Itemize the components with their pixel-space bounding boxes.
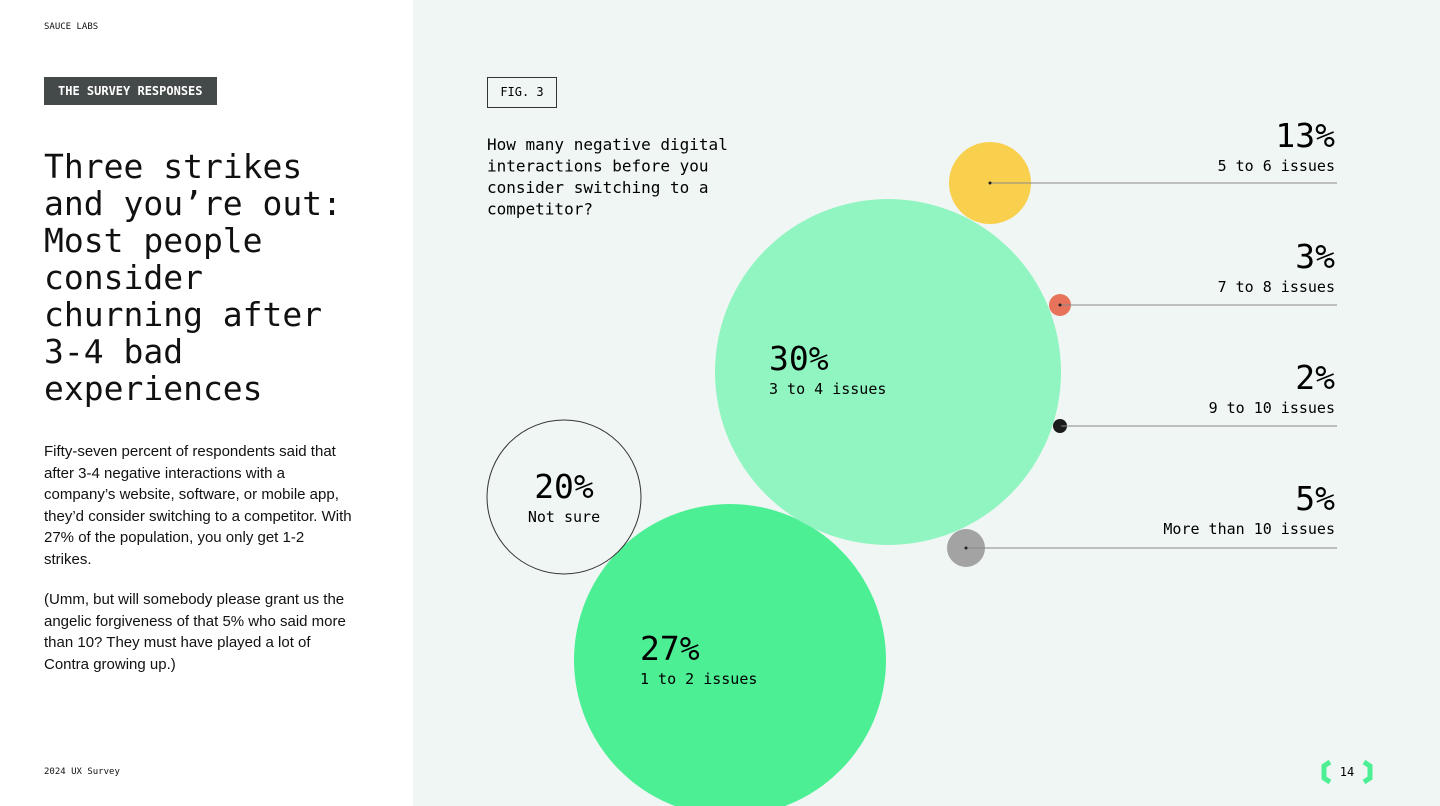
bubble — [486, 419, 642, 575]
category-label: 7 to 8 issues — [1218, 278, 1335, 296]
bubble — [715, 199, 1061, 545]
value-label: 30% — [769, 339, 829, 378]
category-label: 9 to 10 issues — [1209, 399, 1335, 417]
leader-dot — [1058, 424, 1062, 428]
page-number: 14 — [1340, 765, 1354, 779]
figure-label: FIG. 3 — [500, 85, 543, 99]
leader-dot — [988, 181, 992, 185]
leader-dot — [1058, 303, 1062, 307]
value-label: 2% — [1295, 358, 1335, 397]
category-label: 1 to 2 issues — [640, 670, 757, 688]
brand: SAUCE LABS — [44, 22, 99, 32]
value-label: 13% — [1275, 116, 1335, 155]
category-label: Not sure — [528, 508, 600, 526]
value-label: 3% — [1295, 237, 1335, 276]
chart-title: How many negative digital interactions be… — [487, 135, 728, 219]
paragraph: (Umm, but will somebody please grant us … — [44, 591, 346, 673]
value-label: 27% — [640, 629, 700, 668]
page-brackets — [1321, 759, 1373, 785]
value-label: 20% — [534, 467, 594, 506]
paragraph: Fifty-seven percent of respondents said … — [44, 443, 352, 568]
category-label: More than 10 issues — [1163, 520, 1335, 538]
value-label: 5% — [1295, 479, 1335, 518]
section-tag: THE SURVEY RESPONSES — [44, 77, 217, 105]
leader-dot — [964, 546, 968, 550]
figure-box — [487, 77, 557, 108]
bubble — [574, 504, 886, 806]
category-label: 3 to 4 issues — [769, 380, 886, 398]
footer-text: 2024 UX Survey — [44, 767, 120, 777]
headline: Three strikes and you’re out: Most peopl… — [44, 147, 343, 408]
category-label: 5 to 6 issues — [1218, 157, 1335, 175]
left-panel: SAUCE LABS THE SURVEY RESPONSES Three st… — [0, 0, 413, 806]
